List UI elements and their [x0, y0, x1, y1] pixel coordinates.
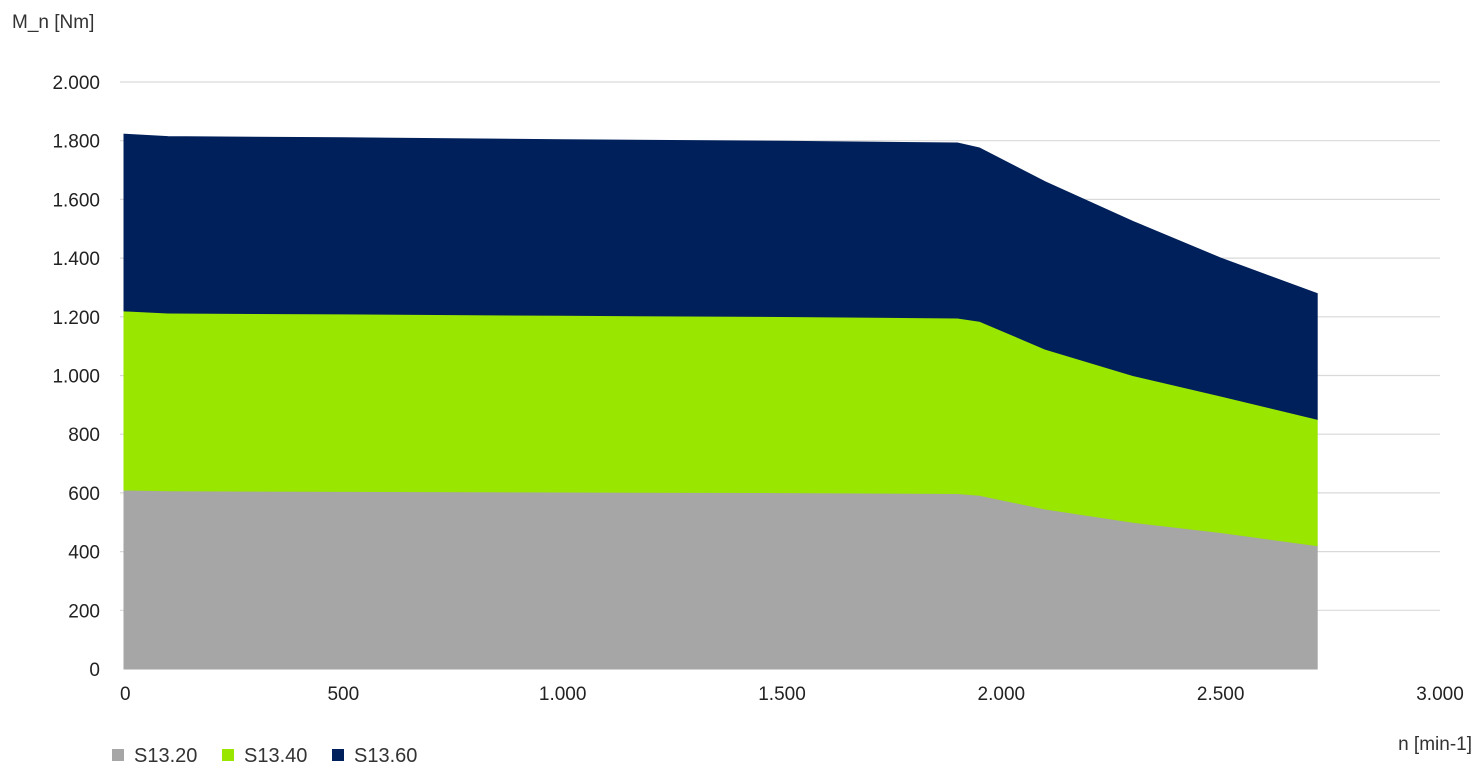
x-tick-labels: 0 500 1.000 1.500 2.000 2.500 3.000 [120, 684, 1464, 705]
legend-item-s13-60: S13.60 [332, 745, 417, 767]
legend-label: S13.40 [244, 745, 307, 767]
y-tick-label: 400 [68, 543, 100, 564]
x-tick-label: 2.000 [978, 684, 1026, 705]
y-tick-label: 600 [68, 484, 100, 505]
x-tick-label: 1.500 [758, 684, 806, 705]
y-tick-labels: 0 200 400 600 800 1.000 1.200 1.400 1.600 1.800 2.… [52, 73, 100, 681]
y-tick-label: 1.000 [52, 367, 100, 388]
x-tick-label: 3.000 [1416, 684, 1464, 705]
y-tick-label: 1.800 [52, 132, 100, 153]
y-tick-label: 1.600 [52, 190, 100, 211]
y-tick-label: 0 [89, 660, 100, 681]
x-tick-label: 500 [327, 684, 359, 705]
legend-item-s13-20: S13.20 [112, 745, 197, 767]
legend-item-s13-40: S13.40 [222, 745, 307, 767]
legend-swatch [112, 749, 124, 761]
y-tick-label: 800 [68, 425, 100, 446]
x-tick-label: 0 [120, 684, 131, 705]
x-tick-label: 1.000 [539, 684, 587, 705]
y-tick-label: 2.000 [52, 73, 100, 94]
legend-label: S13.60 [354, 745, 417, 767]
legend-swatch [222, 749, 234, 761]
legend-label: S13.20 [134, 745, 197, 767]
y-tick-label: 200 [68, 601, 100, 622]
y-tick-label: 1.200 [52, 308, 100, 329]
x-tick-label: 2.500 [1197, 684, 1245, 705]
area-series [123, 133, 1318, 670]
y-axis-title: M_n [Nm] [12, 12, 94, 33]
x-axis-title: n [min-1] [1398, 734, 1472, 755]
legend: S13.20 S13.40 S13.60 [112, 745, 417, 767]
area-s13-60 [123, 133, 1318, 420]
y-tick-label: 1.400 [52, 249, 100, 270]
legend-swatch [332, 749, 344, 761]
